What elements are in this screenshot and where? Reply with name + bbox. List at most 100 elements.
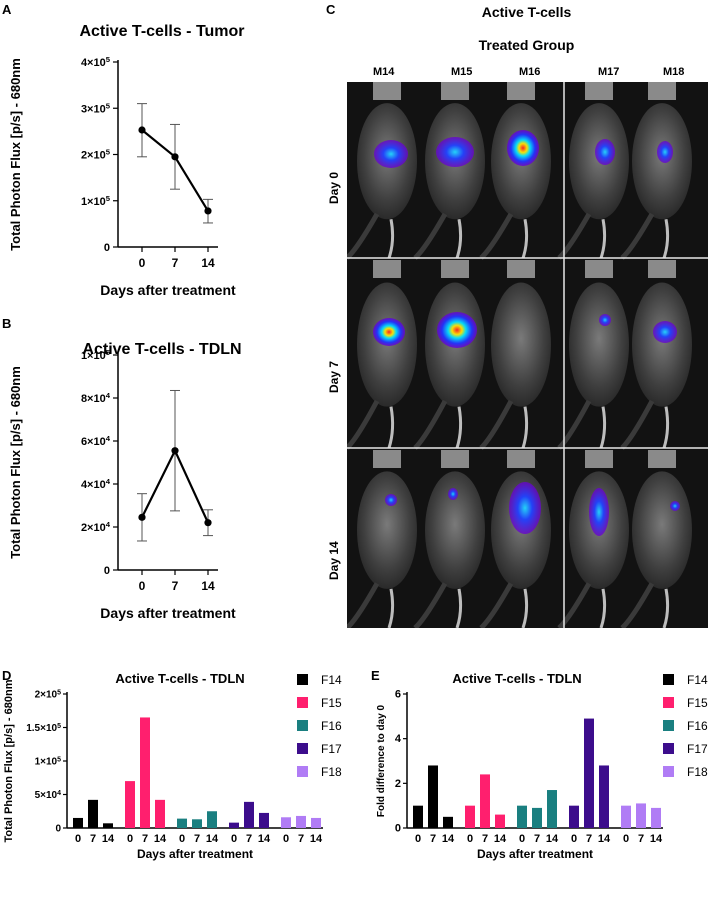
signal-blob <box>374 140 408 168</box>
mouse-body <box>569 282 629 407</box>
signal-blob <box>385 494 397 506</box>
y-tick-label: 0 <box>55 824 61 835</box>
mouse-leg <box>413 399 448 450</box>
x-tick-label: 7 <box>638 833 644 845</box>
bar <box>296 815 306 828</box>
mouse-body <box>491 282 551 407</box>
nose-cone <box>585 260 613 278</box>
nose-cone <box>507 82 535 100</box>
nose-cone <box>373 450 401 468</box>
signal-blob <box>373 318 405 346</box>
y-tick-label: 2×105 <box>35 689 62 701</box>
nose-cone <box>648 82 676 100</box>
y-tick-label: 0 <box>395 823 401 835</box>
mouse-leg <box>479 399 514 450</box>
chart-title: Active T-cells - TDLN <box>115 671 244 686</box>
imaging-subtitle: Treated Group <box>478 37 575 53</box>
x-tick-label: 14 <box>546 833 559 845</box>
nose-cone <box>373 82 401 100</box>
y-tick-label: 1×105 <box>35 756 62 768</box>
data-point <box>138 513 146 521</box>
legend-swatch <box>297 697 308 708</box>
x-tick-label: 7 <box>172 256 179 270</box>
nose-cone <box>585 450 613 468</box>
x-tick-label: 14 <box>442 833 455 845</box>
x-tick-label: 0 <box>75 833 81 845</box>
signal-blob <box>653 321 677 343</box>
mouse-tail <box>455 219 463 259</box>
bar <box>532 807 542 828</box>
bar <box>599 765 609 828</box>
x-axis-label: Days after treatment <box>137 847 253 861</box>
nose-cone <box>441 450 469 468</box>
mouse-imaging-illustration <box>345 82 708 630</box>
bar <box>517 805 527 828</box>
bar <box>125 781 135 828</box>
bar <box>88 799 98 828</box>
y-tick-label: 4 <box>395 733 402 745</box>
nose-cone <box>441 260 469 278</box>
panel-letter-e: E <box>371 668 380 683</box>
x-tick-label: 0 <box>283 833 289 845</box>
bar <box>311 817 321 828</box>
y-tick-label: 0 <box>104 565 110 577</box>
signal-blob <box>599 314 611 326</box>
legend-swatch <box>663 766 674 777</box>
x-tick-label: 0 <box>127 833 133 845</box>
y-tick-label: 1×105 <box>81 348 111 363</box>
x-tick-label: 7 <box>482 833 488 845</box>
mouse-label-m16: M16 <box>519 66 541 78</box>
mouse-leg <box>479 582 514 630</box>
signal-blob <box>507 130 539 166</box>
mouse-tail <box>455 406 463 449</box>
nose-cone <box>373 260 401 278</box>
mouse-tail <box>521 588 529 629</box>
mouse-tail <box>599 219 607 259</box>
data-point <box>171 447 179 455</box>
x-tick-label: 14 <box>598 833 611 845</box>
bar <box>428 765 438 828</box>
bar <box>636 803 646 828</box>
bar <box>547 790 557 828</box>
x-tick-label: 14 <box>650 833 663 845</box>
mouse-tail <box>521 219 529 259</box>
day-label-7: Day 7 <box>327 360 341 393</box>
mouse-leg <box>620 399 655 450</box>
bar <box>103 823 113 828</box>
mouse-tail <box>662 588 670 629</box>
x-tick-label: 14 <box>201 256 215 270</box>
nose-cone <box>507 450 535 468</box>
x-tick-label: 0 <box>519 833 525 845</box>
mouse-label-m14: M14 <box>373 66 395 78</box>
nose-cone <box>507 260 535 278</box>
chart-b: Active T-cells - TDLN 0 2×104 4×104 6×104 8×1… <box>8 341 242 621</box>
mouse-body <box>357 471 417 589</box>
legend-label: F18 <box>321 765 342 779</box>
x-tick-label: 0 <box>467 833 473 845</box>
mouse-tail <box>455 588 463 629</box>
y-axis-label: Total Photon Flux [p/s] - 680nm <box>8 366 23 559</box>
legend-swatch <box>297 674 308 685</box>
mouse-leg <box>345 582 380 630</box>
legend-label: F15 <box>687 696 708 710</box>
legend-swatch <box>297 766 308 777</box>
bar <box>155 799 165 828</box>
nose-cone <box>648 450 676 468</box>
x-tick-label: 0 <box>139 579 146 593</box>
x-tick-label: 0 <box>415 833 421 845</box>
x-tick-label: 0 <box>231 833 237 845</box>
bar <box>73 817 83 828</box>
mouse-tail <box>599 588 607 629</box>
bar <box>480 774 490 828</box>
bar <box>621 805 631 828</box>
y-tick-label: 2×104 <box>81 520 111 535</box>
imaging-panel: Active T-cells Treated Group M14 M15 M16… <box>327 0 708 630</box>
legend-swatch <box>297 743 308 754</box>
mouse-leg <box>620 212 655 260</box>
x-tick-label: 14 <box>310 833 323 845</box>
y-tick-label: 1.5×105 <box>26 723 61 735</box>
data-point <box>204 519 212 527</box>
panel-letter-b: B <box>2 316 12 331</box>
x-tick-label: 0 <box>623 833 629 845</box>
